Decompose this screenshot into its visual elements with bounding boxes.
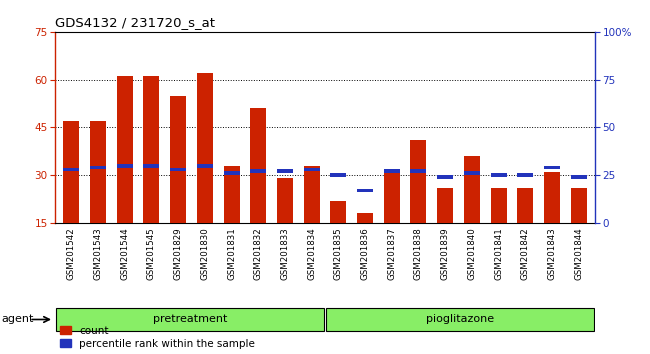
Bar — [277, 178, 293, 223]
Bar — [544, 172, 560, 223]
Bar — [144, 76, 159, 223]
Bar — [330, 201, 346, 223]
Bar — [197, 73, 213, 223]
Bar — [464, 156, 480, 223]
Bar — [117, 76, 133, 223]
Bar — [250, 108, 266, 223]
Bar — [330, 173, 346, 177]
Text: agent: agent — [1, 314, 34, 325]
Bar — [144, 164, 159, 167]
Text: GSM201837: GSM201837 — [387, 227, 396, 280]
Bar — [517, 188, 533, 223]
Text: pioglitazone: pioglitazone — [426, 314, 494, 325]
Bar — [571, 188, 587, 223]
Bar — [224, 171, 240, 175]
Text: GSM201832: GSM201832 — [254, 227, 263, 280]
Bar — [437, 188, 453, 223]
FancyBboxPatch shape — [326, 308, 594, 331]
Bar — [517, 173, 533, 177]
Bar — [357, 213, 373, 223]
Bar — [410, 140, 426, 223]
Bar — [250, 170, 266, 173]
Text: GDS4132 / 231720_s_at: GDS4132 / 231720_s_at — [55, 16, 215, 29]
Legend: count, percentile rank within the sample: count, percentile rank within the sample — [60, 326, 255, 349]
Bar — [571, 175, 587, 179]
Text: GSM201838: GSM201838 — [414, 227, 423, 280]
Text: GSM201844: GSM201844 — [574, 227, 583, 280]
Bar — [63, 167, 79, 171]
Text: GSM201833: GSM201833 — [280, 227, 289, 280]
Bar — [63, 121, 79, 223]
Bar — [464, 171, 480, 175]
Bar — [384, 169, 400, 223]
Text: GSM201835: GSM201835 — [334, 227, 343, 280]
Bar — [170, 167, 186, 171]
Text: GSM201841: GSM201841 — [494, 227, 503, 280]
Bar — [117, 164, 133, 167]
Text: GSM201544: GSM201544 — [120, 227, 129, 280]
Text: GSM201542: GSM201542 — [67, 227, 76, 280]
Text: GSM201843: GSM201843 — [547, 227, 556, 280]
Text: GSM201831: GSM201831 — [227, 227, 236, 280]
FancyBboxPatch shape — [56, 308, 324, 331]
Text: GSM201829: GSM201829 — [174, 227, 183, 280]
Bar — [384, 170, 400, 173]
Bar — [304, 167, 320, 171]
Text: GSM201839: GSM201839 — [441, 227, 450, 280]
Text: GSM201834: GSM201834 — [307, 227, 316, 280]
Bar — [170, 96, 186, 223]
Text: GSM201543: GSM201543 — [94, 227, 103, 280]
Bar — [90, 166, 106, 170]
Text: pretreatment: pretreatment — [153, 314, 228, 325]
Bar — [90, 121, 106, 223]
Bar — [304, 166, 320, 223]
Bar — [277, 170, 293, 173]
Bar — [197, 164, 213, 167]
Text: GSM201842: GSM201842 — [521, 227, 530, 280]
Bar — [437, 175, 453, 179]
Bar — [491, 188, 506, 223]
Bar — [357, 189, 373, 193]
Text: GSM201840: GSM201840 — [467, 227, 476, 280]
Text: GSM201836: GSM201836 — [361, 227, 370, 280]
Text: GSM201830: GSM201830 — [200, 227, 209, 280]
Bar — [410, 170, 426, 173]
Bar — [544, 166, 560, 170]
Bar — [491, 173, 506, 177]
Bar — [224, 166, 240, 223]
Text: GSM201545: GSM201545 — [147, 227, 156, 280]
